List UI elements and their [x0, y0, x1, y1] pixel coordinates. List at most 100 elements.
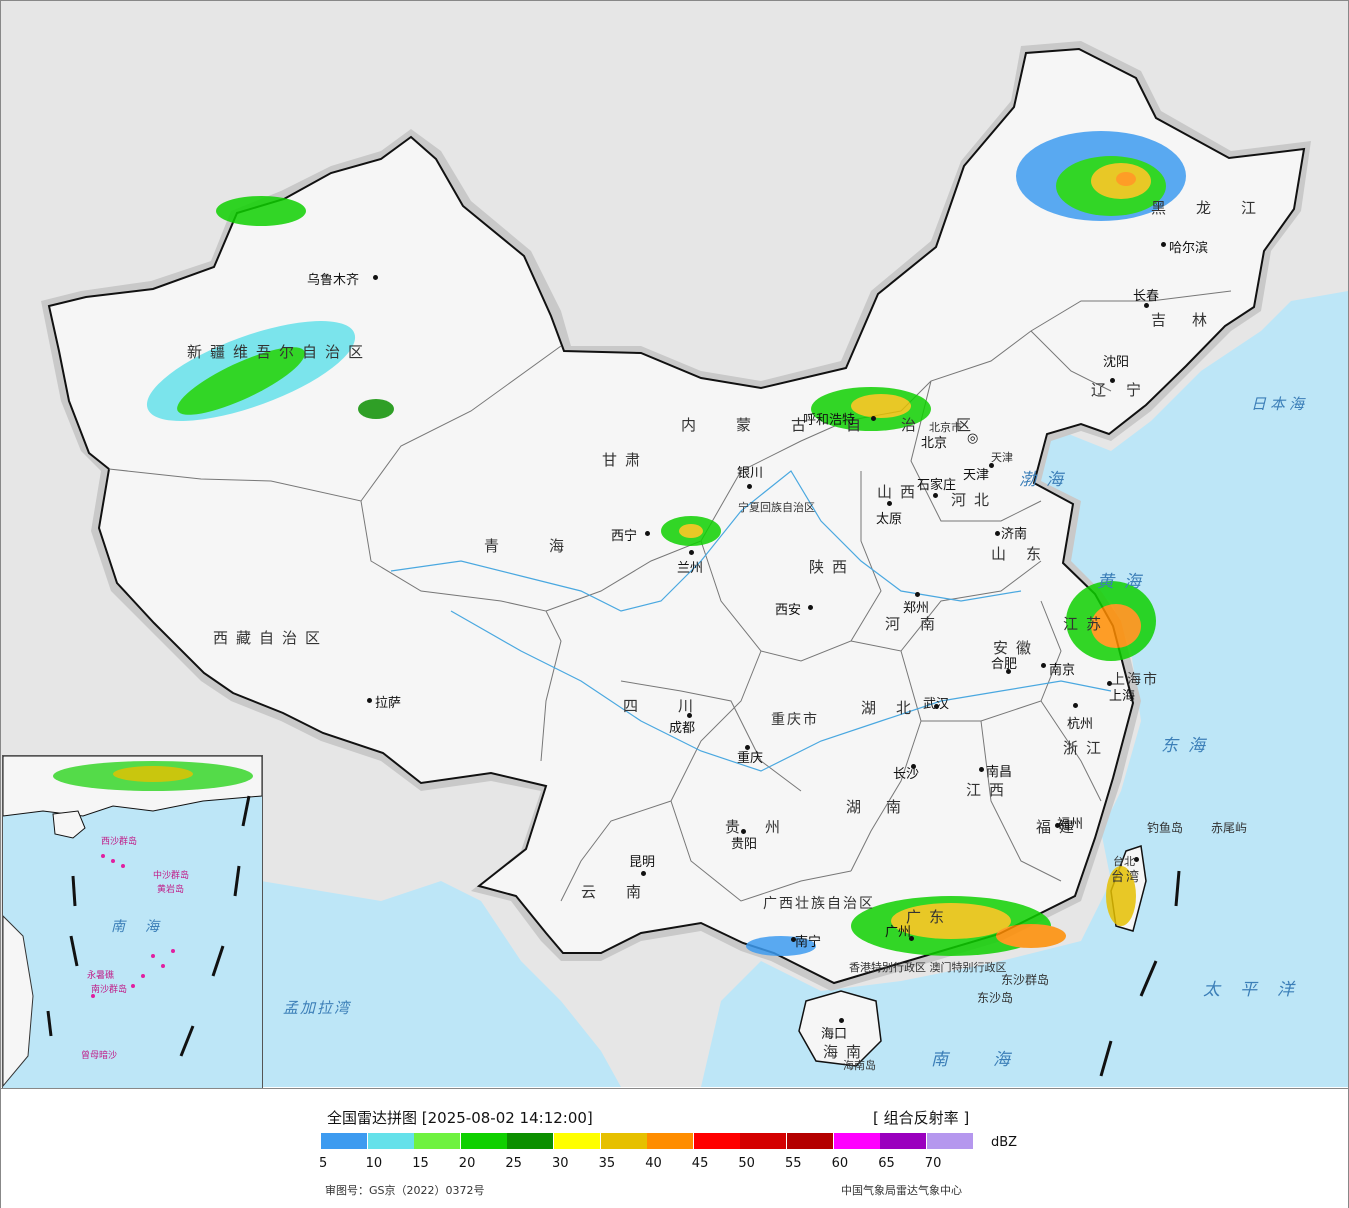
- city-label-nanning: 南宁: [795, 935, 822, 950]
- beijing-capital-icon: ◎: [967, 431, 979, 446]
- province-label-gansu: 甘肃: [602, 451, 649, 469]
- city-label-guiyang: 贵阳: [731, 837, 758, 852]
- sea-label-mengjialawan: 孟加拉湾: [283, 999, 352, 1017]
- city-dot: [1107, 681, 1112, 686]
- province-label-neimenggu: 内蒙古自治区: [681, 416, 1012, 434]
- inset-label: 中沙群岛: [153, 871, 190, 881]
- scale-tick-label: 50: [738, 1156, 755, 1171]
- city-dot: [1041, 663, 1046, 668]
- scale-tick-label: 30: [552, 1156, 569, 1171]
- city-label-guangzhou: 广州: [885, 925, 912, 940]
- city-label-kunming: 昆明: [629, 855, 656, 870]
- city-dot: [645, 531, 650, 536]
- city-label-changsha: 长沙: [893, 767, 920, 782]
- legend-panel: 全国雷达拼图 [2025-08-02 14:12:00] [ 组合反射率 ] d…: [1, 1088, 1348, 1208]
- inset-map: [3, 756, 262, 1087]
- city-label-shenyang: 沈阳: [1103, 355, 1130, 370]
- map-area: 新疆维吾尔自治区 西藏自治区 青海 甘肃 内蒙古自治区 黑龙江 吉林 辽宁 河北…: [1, 1, 1348, 1087]
- city-dot: [687, 713, 692, 718]
- city-dot: [933, 493, 938, 498]
- city-dot: [791, 937, 796, 942]
- city-dot: [1055, 823, 1060, 828]
- city-dot: [887, 501, 892, 506]
- city-label-taibei: 台北: [1113, 855, 1135, 868]
- city-dot: [915, 592, 920, 597]
- inset-label: 黄岩岛: [157, 885, 185, 895]
- sea-label-ribenhai: 日本海: [1251, 395, 1309, 413]
- color-swatch: [507, 1133, 554, 1149]
- color-swatch: [460, 1133, 507, 1149]
- province-label-hubei: 湖北: [861, 699, 932, 717]
- island-label-dongsha: 东沙群岛: [1001, 973, 1050, 987]
- source-label: 中国气象局雷达气象中心: [841, 1184, 962, 1197]
- legend-title: 全国雷达拼图 [2025-08-02 14:12:00]: [327, 1109, 593, 1127]
- china-map: [41, 41, 1348, 1087]
- province-label-shaanxi: 陕西: [809, 558, 856, 576]
- city-dot: [367, 698, 372, 703]
- color-swatch: [367, 1133, 414, 1149]
- province-label-liaoning: 辽宁: [1091, 381, 1162, 399]
- city-label-lanzhou: 兰州: [677, 561, 704, 576]
- sea-label-bohai: 渤海: [1019, 470, 1073, 490]
- province-label-jilin: 吉林: [1151, 311, 1234, 329]
- island-label-hainandao: 海南岛: [843, 1059, 876, 1072]
- scale-tick-label: 25: [505, 1156, 522, 1171]
- scale-tick-label: 10: [365, 1156, 383, 1171]
- inset-label: 南沙群岛: [91, 985, 128, 995]
- color-swatch: [787, 1133, 834, 1149]
- inset-title: 南海: [111, 919, 179, 935]
- province-label-xizang: 西藏自治区: [213, 629, 329, 647]
- province-label-hainan: 海南: [823, 1043, 870, 1061]
- island-label-diaoyudao: 钓鱼岛: [1147, 821, 1184, 835]
- city-dot: [689, 550, 694, 555]
- south-china-sea-inset: 南海 西沙群岛 中沙群岛 黄岩岛 南沙群岛 永暑礁 曾母暗沙: [2, 755, 263, 1089]
- city-label-shanghai: 上海: [1109, 689, 1136, 704]
- city-dot: [741, 829, 746, 834]
- city-label-shijiazhuang: 石家庄: [917, 478, 957, 493]
- color-swatch: [321, 1133, 368, 1149]
- province-label-qinghai: 青海: [484, 537, 615, 555]
- province-label-guangxi: 广西壮族自治区: [763, 896, 875, 912]
- china-land: [47, 47, 1306, 985]
- color-swatch: [647, 1133, 694, 1149]
- scale-tick-label: 70: [924, 1156, 942, 1171]
- city-label-haerbin: 哈尔滨: [1169, 241, 1209, 256]
- city-label-fuzhou: 福州: [1057, 817, 1084, 832]
- city-dot: [871, 416, 876, 421]
- island-label-chiweiyu: 赤尾屿: [1211, 821, 1248, 835]
- city-label-nanchang: 南昌: [986, 765, 1013, 780]
- legend-unit: dBZ: [991, 1135, 1018, 1150]
- city-label-haikou: 海口: [821, 1027, 848, 1042]
- ocean-west: [261, 881, 621, 1087]
- city-label-taiyuan: 太原: [876, 512, 903, 527]
- city-dot: [1110, 378, 1115, 383]
- city-label-hefei: 合肥: [991, 657, 1018, 672]
- city-dot: [1144, 303, 1149, 308]
- province-label-taiwan: 台湾: [1111, 870, 1142, 885]
- city-label-xian: 西安: [775, 603, 802, 618]
- sea-label-huanghai: 黄海: [1097, 572, 1151, 592]
- scale-tick-label: 55: [785, 1156, 802, 1171]
- city-dot: [747, 484, 752, 489]
- radar-echoes: [146, 131, 1186, 956]
- city-label-jinan: 济南: [1001, 527, 1028, 542]
- city-label-urumqi: 乌鲁木齐: [307, 273, 360, 288]
- city-dot: [1161, 242, 1166, 247]
- province-label-zhejiang: 浙江: [1063, 739, 1110, 757]
- scale-tick-label: 60: [831, 1156, 849, 1171]
- scale-tick-label: 5: [319, 1156, 328, 1171]
- province-label-yunnan: 云南: [581, 883, 672, 901]
- city-dot: [979, 767, 984, 772]
- city-label-xining: 西宁: [611, 529, 638, 544]
- province-label-henan: 河南: [885, 615, 956, 633]
- province-label-beijing: 北京市: [929, 421, 962, 434]
- island-label-dongshadao: 东沙岛: [977, 991, 1014, 1005]
- province-borders: [108, 290, 1232, 902]
- city-dot: [911, 764, 916, 769]
- province-label-jiangsu: 江苏: [1063, 615, 1110, 633]
- city-dot: [1073, 703, 1078, 708]
- province-label-hk-mo: 香港特别行政区 澳门特别行政区: [849, 961, 1007, 974]
- city-dot: [1006, 669, 1011, 674]
- scale-tick-label: 20: [458, 1156, 476, 1171]
- color-swatch: [926, 1133, 973, 1149]
